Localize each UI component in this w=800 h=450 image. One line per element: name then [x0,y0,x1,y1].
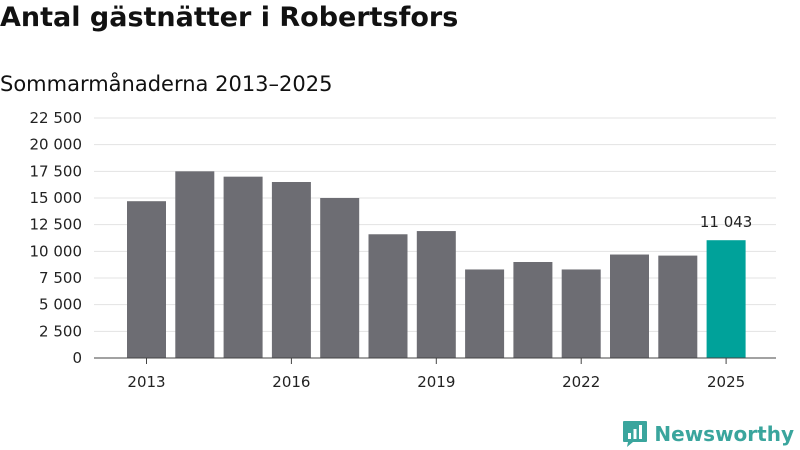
bar-2013 [127,201,166,358]
y-tick-label: 2 500 [39,322,82,340]
x-tick-label: 2013 [127,373,165,391]
brand-name: Newsworthy [654,422,794,446]
y-axis-ticks: 0 2 500 5 000 7 500 10 000 12 500 15 000 17 500… [30,109,83,367]
bar-2024 [658,255,698,358]
y-tick-label: 12 500 [30,216,83,234]
bar-2022 [561,269,601,358]
y-tick-label: 15 000 [30,189,83,207]
bar-2017 [320,198,360,358]
x-tick-label: 2016 [272,373,310,391]
bar-2016 [271,182,311,358]
bar-2020 [465,269,505,358]
x-axis-ticks: 2013 2016 2019 2022 2025 [127,358,745,391]
y-tick-label: 22 500 [30,109,83,127]
y-tick-label: 5 000 [39,296,82,314]
bar-2015 [223,176,263,358]
bar-2023 [610,254,649,358]
data-label-2025: 11 043 [700,213,753,231]
bar-2025 [706,240,746,358]
newsworthy-brand: Newsworthy [622,419,794,449]
y-tick-label: 17 500 [30,162,83,180]
newsworthy-logo-icon [623,421,648,447]
bar-2014 [175,171,215,358]
x-tick-label: 2019 [417,373,455,391]
y-tick-label: 20 000 [30,136,83,154]
y-tick-label: 7 500 [39,269,82,287]
chart-subtitle: Sommarmånaderna 2013–2025 [0,72,333,96]
bars [127,171,746,358]
bar-2019 [416,231,456,358]
bar-2021 [513,262,553,358]
x-tick-label: 2022 [562,373,600,391]
y-tick-label: 0 [72,349,82,367]
data-labels: 11 043 [700,213,753,231]
chart-title: Antal gästnätter i Robertsfors [0,2,459,33]
y-tick-label: 10 000 [30,242,83,260]
x-tick-label: 2025 [707,373,745,391]
bar-2018 [368,234,408,358]
